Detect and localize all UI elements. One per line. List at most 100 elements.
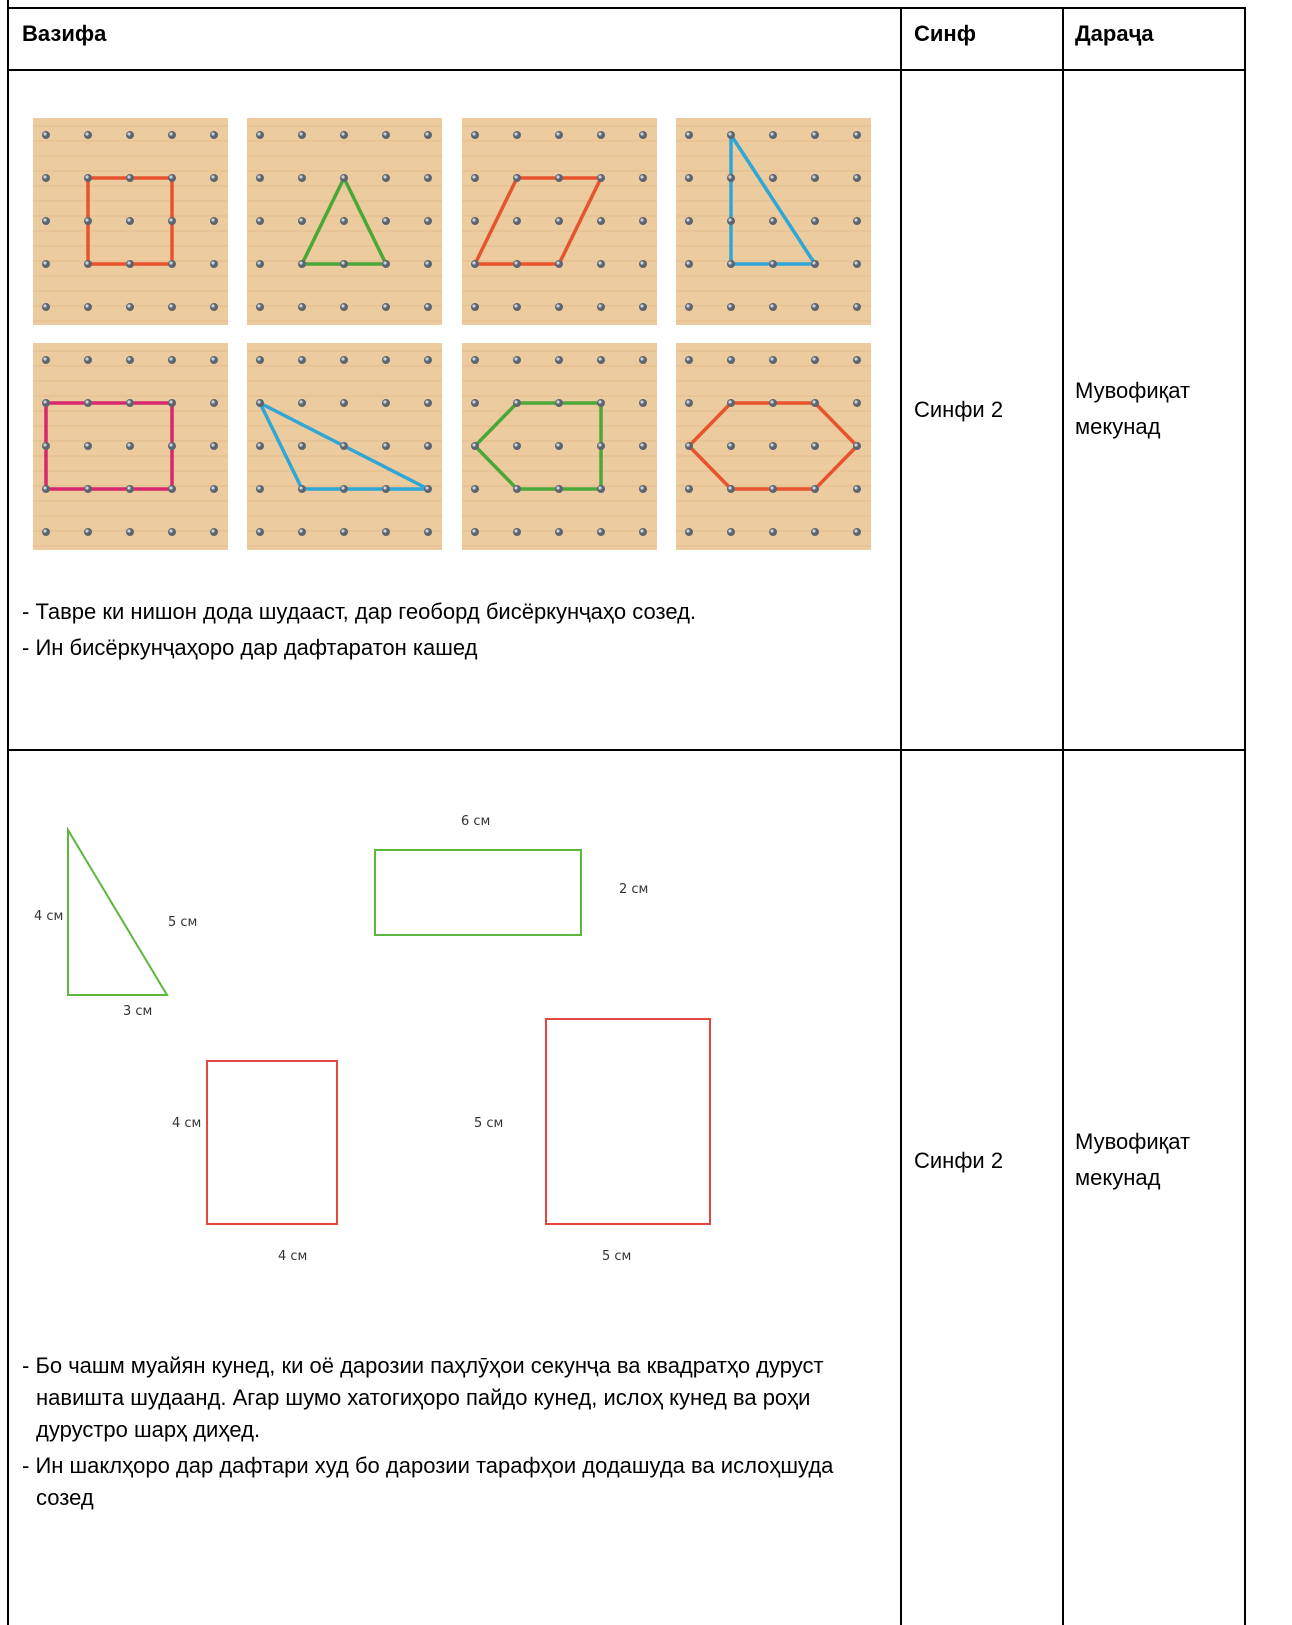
peg-top [686, 486, 690, 490]
peg-top [686, 443, 690, 447]
peg-top [854, 400, 858, 404]
peg-top [770, 218, 774, 222]
peg-top [728, 357, 732, 361]
peg-top [299, 261, 303, 265]
peg-top [211, 304, 215, 308]
peg-top [425, 261, 429, 265]
peg-top [257, 218, 261, 222]
peg-top [686, 357, 690, 361]
peg-top [686, 400, 690, 404]
peg-top [169, 486, 173, 490]
peg-top [598, 486, 602, 490]
instructions: - Бо чашм муайян кунед, ки оё дарозии па… [22, 1350, 892, 1518]
peg-top [43, 443, 47, 447]
peg-top [598, 400, 602, 404]
peg-top [341, 261, 345, 265]
peg-top [728, 400, 732, 404]
peg-top [43, 261, 47, 265]
peg-top [211, 529, 215, 533]
peg-top [686, 304, 690, 308]
peg-top [127, 175, 131, 179]
peg-top [556, 175, 560, 179]
peg-top [728, 304, 732, 308]
peg-top [85, 357, 89, 361]
peg-top [556, 400, 560, 404]
peg-top [728, 486, 732, 490]
peg-top [383, 443, 387, 447]
peg-top [686, 175, 690, 179]
peg-top [812, 132, 816, 136]
peg-top [43, 132, 47, 136]
peg-top [640, 357, 644, 361]
peg-top [854, 218, 858, 222]
figure-label: 6 см [461, 814, 490, 829]
peg-top [341, 486, 345, 490]
peg-top [43, 400, 47, 404]
peg-top [598, 357, 602, 361]
peg-top [257, 486, 261, 490]
peg-top [169, 304, 173, 308]
border [1244, 8, 1246, 1625]
peg-top [514, 400, 518, 404]
peg-top [854, 175, 858, 179]
peg-top [169, 357, 173, 361]
peg-top [383, 304, 387, 308]
peg-top [257, 400, 261, 404]
peg-top [598, 218, 602, 222]
peg-top [514, 443, 518, 447]
peg-top [299, 132, 303, 136]
figure-label: 4 см [172, 1116, 201, 1131]
peg-top [472, 175, 476, 179]
peg-top [472, 486, 476, 490]
figure-label: 5 см [474, 1116, 503, 1131]
peg-top [85, 261, 89, 265]
border [7, 749, 1246, 751]
header-cell: Дараҷа [1075, 21, 1154, 46]
instruction: - Бо чашм муайян кунед, ки оё дарозии па… [22, 1353, 824, 1442]
peg-top [812, 304, 816, 308]
peg-top [640, 443, 644, 447]
peg-top [514, 304, 518, 308]
peg-top [383, 486, 387, 490]
peg-top [43, 357, 47, 361]
peg-top [169, 175, 173, 179]
peg-top [556, 218, 560, 222]
peg-top [299, 486, 303, 490]
peg-top [854, 261, 858, 265]
peg-top [556, 132, 560, 136]
peg-top [169, 443, 173, 447]
peg-top [812, 486, 816, 490]
peg-top [598, 304, 602, 308]
peg-top [770, 486, 774, 490]
peg-top [854, 529, 858, 533]
peg-top [211, 443, 215, 447]
peg-top [341, 443, 345, 447]
peg-top [383, 261, 387, 265]
peg-top [211, 486, 215, 490]
peg-top [728, 132, 732, 136]
peg-top [43, 175, 47, 179]
peg-top [43, 529, 47, 533]
peg-top [211, 132, 215, 136]
peg-top [770, 357, 774, 361]
peg-top [472, 400, 476, 404]
peg-top [598, 261, 602, 265]
peg-top [812, 261, 816, 265]
peg-top [770, 261, 774, 265]
peg-top [257, 357, 261, 361]
peg-top [257, 175, 261, 179]
peg-top [169, 529, 173, 533]
peg-top [169, 400, 173, 404]
border [7, 69, 1246, 71]
peg-top [43, 218, 47, 222]
peg-top [556, 261, 560, 265]
peg-top [472, 218, 476, 222]
peg-top [169, 218, 173, 222]
peg-top [299, 304, 303, 308]
peg-top [299, 218, 303, 222]
peg-top [514, 261, 518, 265]
peg-top [383, 132, 387, 136]
peg-top [85, 400, 89, 404]
peg-top [770, 304, 774, 308]
peg-top [472, 357, 476, 361]
